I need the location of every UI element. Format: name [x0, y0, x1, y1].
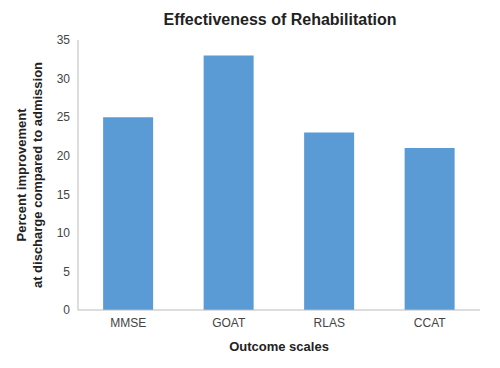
svg-text:5: 5: [63, 265, 70, 279]
html-text:Percent improvement: Percent improvement: [14, 108, 29, 242]
svg-text:CCAT: CCAT: [414, 316, 446, 330]
svg-text:25: 25: [57, 110, 71, 124]
html-text:at discharge compared to admis: at discharge compared to admission: [30, 61, 45, 289]
html-text:Effectiveness of Rehabilitatio: Effectiveness of Rehabilitation: [163, 11, 397, 28]
svg-text:MMSE: MMSE: [110, 316, 146, 330]
svg-text:35: 35: [57, 33, 71, 47]
svg-text:0: 0: [63, 303, 70, 317]
svg-text:Outcome scales: Outcome scales: [229, 339, 329, 354]
svg-text:20: 20: [57, 149, 71, 163]
svg-text:GOAT: GOAT: [212, 316, 246, 330]
svg-text:10: 10: [57, 226, 71, 240]
svg-text:15: 15: [57, 188, 71, 202]
svg-text:30: 30: [57, 72, 71, 86]
svg-text:RLAS: RLAS: [314, 316, 345, 330]
